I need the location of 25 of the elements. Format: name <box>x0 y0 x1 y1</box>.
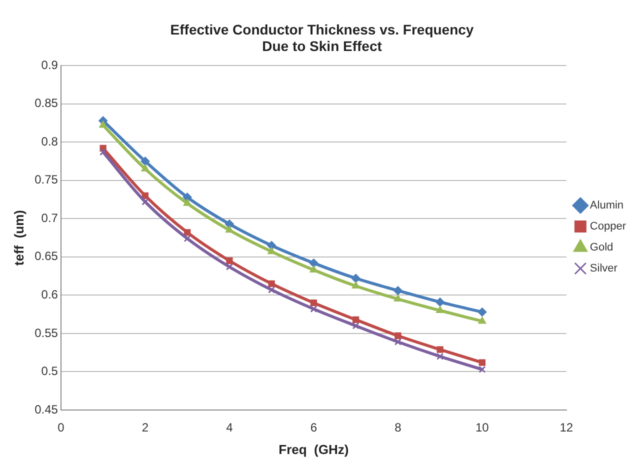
y-tick-label: 0.55 <box>34 326 58 340</box>
legend-label: Copper <box>590 220 626 233</box>
y-tick-label: 0.6 <box>41 288 58 302</box>
y-tick-label: 0.9 <box>41 58 58 72</box>
y-tick-label: 0.75 <box>34 172 58 187</box>
y-axis-title: teff (um) <box>11 210 26 266</box>
chart-title: Effective Conductor Thickness vs. Frequency <box>170 21 474 38</box>
x-tick-label: 2 <box>142 420 149 435</box>
legend-label: Silver <box>590 262 618 275</box>
y-tick-label: 0.45 <box>34 402 58 416</box>
x-tick-label: 10 <box>476 420 490 435</box>
y-tick-label: 0.85 <box>34 96 58 110</box>
x-tick-label: 0 <box>58 420 65 435</box>
y-tick-label: 0.7 <box>41 210 58 225</box>
y-tick-label: 0.8 <box>41 134 58 148</box>
chart-subtitle: Due to Skin Effect <box>262 38 382 54</box>
x-tick-label: 4 <box>226 420 234 435</box>
x-axis-title: Freq (GHz) <box>278 442 349 457</box>
legend-label: Alumin <box>590 200 624 212</box>
x-tick-label: 8 <box>394 420 402 435</box>
y-tick-label: 0.5 <box>41 364 58 378</box>
x-tick-label: 12 <box>560 420 574 435</box>
x-tick-label: 6 <box>310 420 318 435</box>
y-tick-label: 0.65 <box>34 249 58 264</box>
legend-label: Gold <box>590 242 614 254</box>
